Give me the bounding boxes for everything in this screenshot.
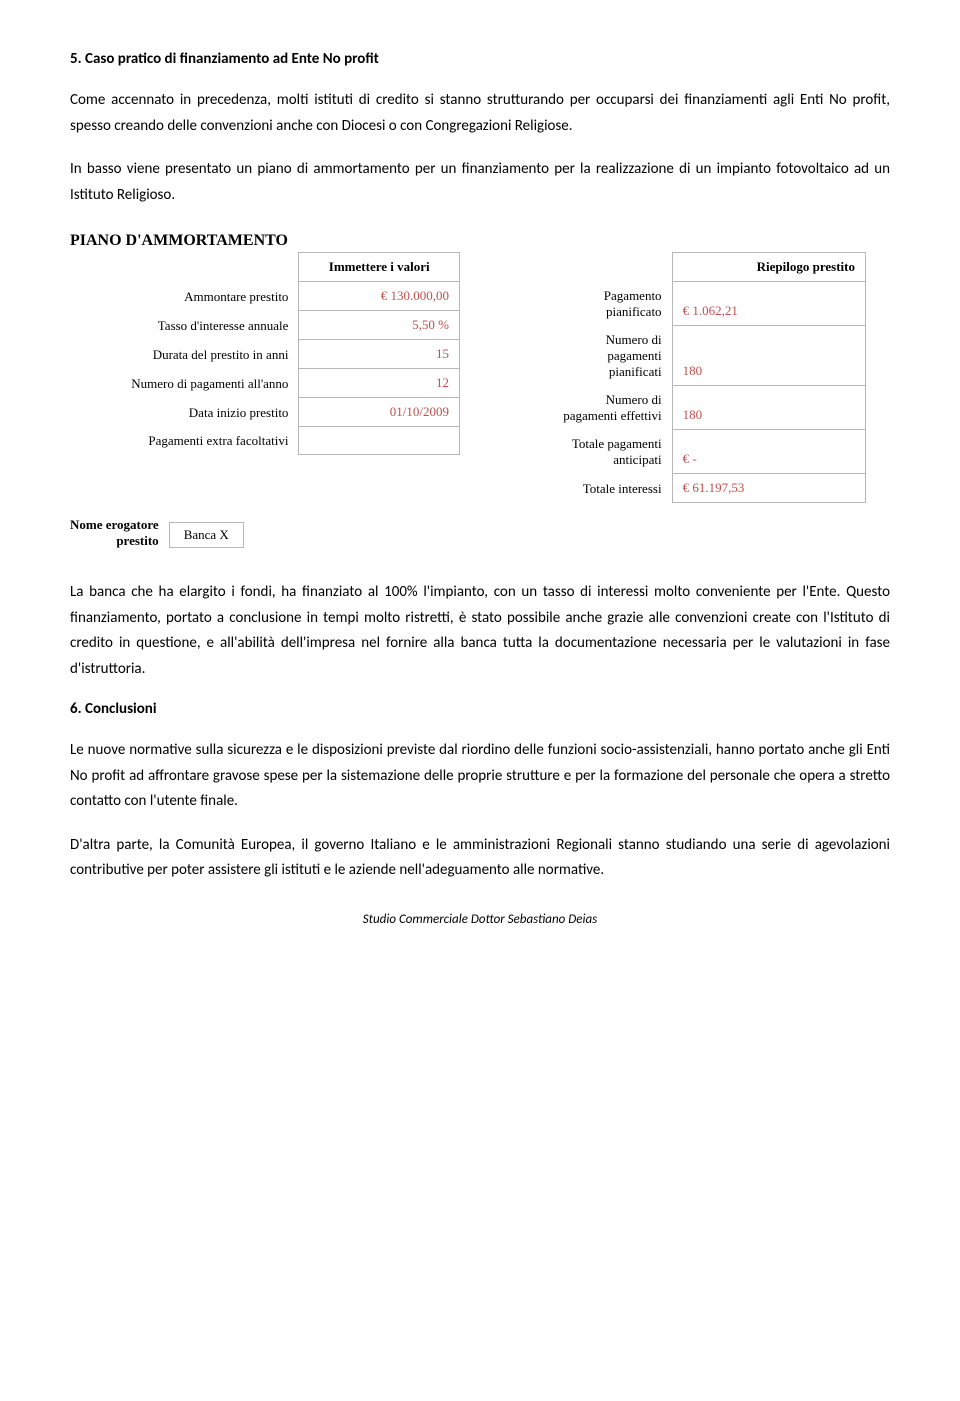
extra-payments-label: Pagamenti extra facoltativi	[70, 427, 299, 455]
scheduled-count-value: 180	[672, 326, 865, 386]
amortization-tables: Immettere i valori Ammontare prestito € …	[70, 252, 890, 503]
payments-per-year-value: 12	[299, 369, 460, 398]
section-6-paragraph-2: D'altra parte, la Comunità Europea, il g…	[70, 833, 890, 884]
section-5-paragraph-2: In basso viene presentato un piano di am…	[70, 157, 890, 208]
section-5-paragraph-1: Come accennato in precedenza, molti isti…	[70, 88, 890, 139]
interest-rate-label: Tasso d'interesse annuale	[70, 311, 299, 340]
early-payments-value: € -	[672, 430, 865, 474]
loan-amount-value: € 130.000,00	[299, 282, 460, 311]
total-interest-value: € 61.197,53	[672, 474, 865, 503]
section-5-title: 5. Caso pratico di finanziamento ad Ente…	[70, 50, 890, 68]
loan-input-table: Immettere i valori Ammontare prestito € …	[70, 252, 460, 455]
page-footer: Studio Commerciale Dottor Sebastiano Dei…	[70, 912, 890, 927]
section-6-title: 6. Conclusioni	[70, 700, 890, 718]
section-6-paragraph-1: Le nuove normative sulla sicurezza e le …	[70, 738, 890, 815]
scheduled-count-label: Numero dipagamentipianificati	[486, 326, 672, 386]
extra-payments-value	[299, 427, 460, 455]
input-values-header: Immettere i valori	[299, 253, 460, 282]
loan-start-date-value: 01/10/2009	[299, 398, 460, 427]
loan-summary-table: Riepilogo prestito Pagamentopianificato …	[486, 252, 866, 503]
payments-per-year-label: Numero di pagamenti all'anno	[70, 369, 299, 398]
loan-start-date-label: Data inizio prestito	[70, 398, 299, 427]
loan-duration-value: 15	[299, 340, 460, 369]
early-payments-label: Totale pagamentianticipati	[486, 430, 672, 474]
actual-count-label: Numero dipagamenti effettivi	[486, 386, 672, 430]
actual-count-value: 180	[672, 386, 865, 430]
total-interest-label: Totale interessi	[486, 474, 672, 503]
lender-row: Nome erogatore prestito Banca X	[70, 517, 890, 548]
lender-label: Nome erogatore prestito	[70, 517, 159, 548]
scheduled-payment-value: € 1.062,21	[672, 282, 865, 326]
amortization-table-title: PIANO D'AMMORTAMENTO	[70, 232, 890, 250]
loan-amount-label: Ammontare prestito	[70, 282, 299, 311]
section-5-paragraph-3: La banca che ha elargito i fondi, ha fin…	[70, 580, 890, 682]
scheduled-payment-label: Pagamentopianificato	[486, 282, 672, 326]
loan-duration-label: Durata del prestito in anni	[70, 340, 299, 369]
loan-summary-header: Riepilogo prestito	[672, 253, 865, 282]
interest-rate-value: 5,50 %	[299, 311, 460, 340]
lender-value: Banca X	[169, 522, 244, 548]
